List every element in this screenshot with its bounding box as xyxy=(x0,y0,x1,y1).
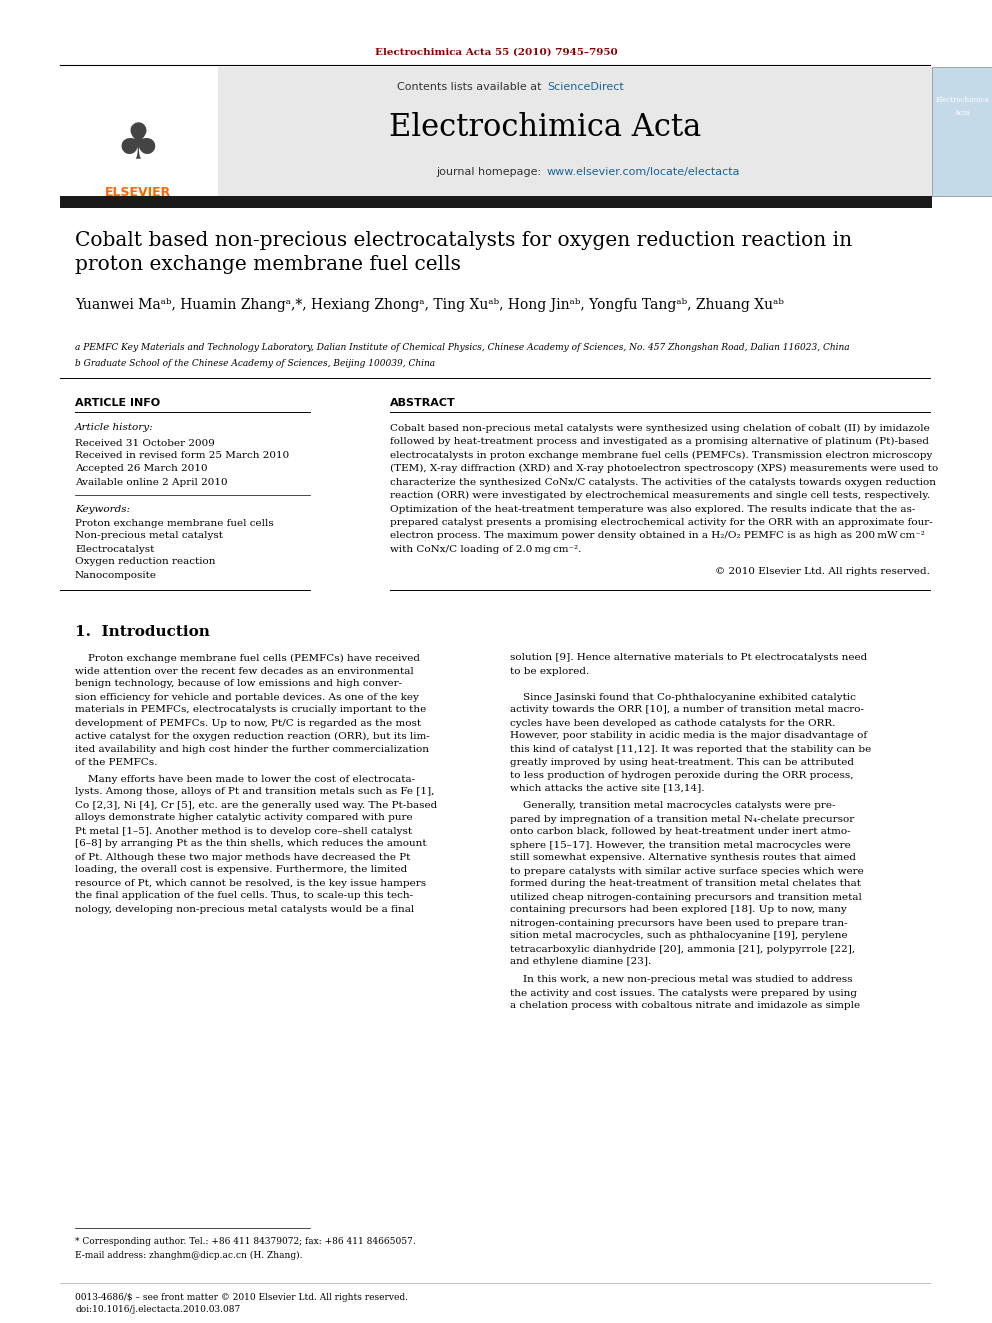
Text: Keywords:: Keywords: xyxy=(75,504,130,513)
Text: Electrocatalyst: Electrocatalyst xyxy=(75,545,155,553)
Text: © 2010 Elsevier Ltd. All rights reserved.: © 2010 Elsevier Ltd. All rights reserved… xyxy=(715,568,930,577)
Text: www.elsevier.com/locate/electacta: www.elsevier.com/locate/electacta xyxy=(547,167,740,177)
Text: still somewhat expensive. Alternative synthesis routes that aimed: still somewhat expensive. Alternative sy… xyxy=(510,853,856,863)
Text: Contents lists available at: Contents lists available at xyxy=(397,82,545,93)
Text: onto carbon black, followed by heat-treatment under inert atmo-: onto carbon black, followed by heat-trea… xyxy=(510,827,850,836)
Text: this kind of catalyst [11,12]. It was reported that the stability can be: this kind of catalyst [11,12]. It was re… xyxy=(510,745,871,754)
Text: Accepted 26 March 2010: Accepted 26 March 2010 xyxy=(75,464,207,474)
Text: 1.  Introduction: 1. Introduction xyxy=(75,624,210,639)
Text: solution [9]. Hence alternative materials to Pt electrocatalysts need: solution [9]. Hence alternative material… xyxy=(510,654,867,663)
Text: Non-precious metal catalyst: Non-precious metal catalyst xyxy=(75,532,223,541)
Text: activity towards the ORR [10], a number of transition metal macro-: activity towards the ORR [10], a number … xyxy=(510,705,864,714)
Text: proton exchange membrane fuel cells: proton exchange membrane fuel cells xyxy=(75,255,461,274)
Text: Electrochimica: Electrochimica xyxy=(935,97,989,105)
Text: alloys demonstrate higher catalytic activity compared with pure: alloys demonstrate higher catalytic acti… xyxy=(75,814,413,823)
Text: formed during the heat-treatment of transition metal chelates that: formed during the heat-treatment of tran… xyxy=(510,880,861,889)
Text: doi:10.1016/j.electacta.2010.03.087: doi:10.1016/j.electacta.2010.03.087 xyxy=(75,1306,240,1315)
Text: nitrogen-containing precursors have been used to prepare tran-: nitrogen-containing precursors have been… xyxy=(510,918,847,927)
Text: Article history:: Article history: xyxy=(75,423,154,433)
Text: wide attention over the recent few decades as an environmental: wide attention over the recent few decad… xyxy=(75,667,414,676)
Text: pared by impregnation of a transition metal N₄-chelate precursor: pared by impregnation of a transition me… xyxy=(510,815,854,823)
Text: Co [2,3], Ni [4], Cr [5], etc. are the generally used way. The Pt-based: Co [2,3], Ni [4], Cr [5], etc. are the g… xyxy=(75,800,437,810)
Text: nology, developing non-precious metal catalysts would be a final: nology, developing non-precious metal ca… xyxy=(75,905,415,913)
Text: journal homepage:: journal homepage: xyxy=(436,167,545,177)
Bar xyxy=(218,67,932,196)
Text: reaction (ORR) were investigated by electrochemical measurements and single cell: reaction (ORR) were investigated by elec… xyxy=(390,491,930,500)
Text: Proton exchange membrane fuel cells: Proton exchange membrane fuel cells xyxy=(75,519,274,528)
Text: Many efforts have been made to lower the cost of electrocata-: Many efforts have been made to lower the… xyxy=(75,774,415,783)
Text: resource of Pt, which cannot be resolved, is the key issue hampers: resource of Pt, which cannot be resolved… xyxy=(75,878,427,888)
Text: Cobalt based non-precious electrocatalysts for oxygen reduction reaction in: Cobalt based non-precious electrocatalys… xyxy=(75,230,852,250)
Text: Yuanwei Maᵃᵇ, Huamin Zhangᵃ,*, Hexiang Zhongᵃ, Ting Xuᵃᵇ, Hong Jinᵃᵇ, Yongfu Tan: Yuanwei Maᵃᵇ, Huamin Zhangᵃ,*, Hexiang Z… xyxy=(75,298,784,312)
Text: Since Jasinski found that Co-phthalocyanine exhibited catalytic: Since Jasinski found that Co-phthalocyan… xyxy=(510,692,856,701)
Bar xyxy=(932,67,992,196)
Text: 0013-4686/$ – see front matter © 2010 Elsevier Ltd. All rights reserved.: 0013-4686/$ – see front matter © 2010 El… xyxy=(75,1293,408,1302)
Text: sphere [15–17]. However, the transition metal macrocycles were: sphere [15–17]. However, the transition … xyxy=(510,840,851,849)
Text: a PEMFC Key Materials and Technology Laboratory, Dalian Institute of Chemical Ph: a PEMFC Key Materials and Technology Lab… xyxy=(75,344,849,352)
Text: containing precursors had been explored [18]. Up to now, many: containing precursors had been explored … xyxy=(510,905,847,914)
Text: Nanocomposite: Nanocomposite xyxy=(75,570,157,579)
Text: ited availability and high cost hinder the further commercialization: ited availability and high cost hinder t… xyxy=(75,745,429,754)
Text: ABSTRACT: ABSTRACT xyxy=(390,398,455,407)
Text: greatly improved by using heat-treatment. This can be attributed: greatly improved by using heat-treatment… xyxy=(510,758,854,766)
Text: ♣: ♣ xyxy=(115,120,161,169)
Text: to prepare catalysts with similar active surface species which were: to prepare catalysts with similar active… xyxy=(510,867,864,876)
Text: [6–8] by arranging Pt as the thin shells, which reduces the amount: [6–8] by arranging Pt as the thin shells… xyxy=(75,840,427,848)
Text: * Corresponding author. Tel.: +86 411 84379072; fax: +86 411 84665057.: * Corresponding author. Tel.: +86 411 84… xyxy=(75,1237,416,1246)
Text: with CoNx/C loading of 2.0 mg cm⁻².: with CoNx/C loading of 2.0 mg cm⁻². xyxy=(390,545,581,554)
Text: and ethylene diamine [23].: and ethylene diamine [23]. xyxy=(510,958,652,967)
Bar xyxy=(60,67,218,196)
Text: In this work, a new non-precious metal was studied to address: In this work, a new non-precious metal w… xyxy=(510,975,852,984)
Text: which attacks the active site [13,14].: which attacks the active site [13,14]. xyxy=(510,783,704,792)
Text: development of PEMFCs. Up to now, Pt/C is regarded as the most: development of PEMFCs. Up to now, Pt/C i… xyxy=(75,718,422,728)
Text: Oxygen reduction reaction: Oxygen reduction reaction xyxy=(75,557,215,566)
Text: However, poor stability in acidic media is the major disadvantage of: However, poor stability in acidic media … xyxy=(510,732,867,741)
Text: lysts. Among those, alloys of Pt and transition metals such as Fe [1],: lysts. Among those, alloys of Pt and tra… xyxy=(75,787,434,796)
Text: Electrochimica Acta 55 (2010) 7945–7950: Electrochimica Acta 55 (2010) 7945–7950 xyxy=(375,48,617,57)
Text: active catalyst for the oxygen reduction reaction (ORR), but its lim-: active catalyst for the oxygen reduction… xyxy=(75,732,430,741)
Text: b Graduate School of the Chinese Academy of Sciences, Beijing 100039, China: b Graduate School of the Chinese Academy… xyxy=(75,359,435,368)
Text: Received in revised form 25 March 2010: Received in revised form 25 March 2010 xyxy=(75,451,290,460)
Text: ARTICLE INFO: ARTICLE INFO xyxy=(75,398,160,407)
Text: Received 31 October 2009: Received 31 October 2009 xyxy=(75,438,215,447)
Text: Available online 2 April 2010: Available online 2 April 2010 xyxy=(75,478,227,487)
Text: Pt metal [1–5]. Another method is to develop core–shell catalyst: Pt metal [1–5]. Another method is to dev… xyxy=(75,827,412,836)
Text: of the PEMFCs.: of the PEMFCs. xyxy=(75,758,158,766)
Text: utilized cheap nitrogen-containing precursors and transition metal: utilized cheap nitrogen-containing precu… xyxy=(510,893,862,901)
Text: benign technology, because of low emissions and high conver-: benign technology, because of low emissi… xyxy=(75,680,402,688)
Text: of Pt. Although these two major methods have decreased the Pt: of Pt. Although these two major methods … xyxy=(75,852,411,861)
Text: prepared catalyst presents a promising electrochemical activity for the ORR with: prepared catalyst presents a promising e… xyxy=(390,519,932,527)
Text: materials in PEMFCs, electrocatalysts is crucially important to the: materials in PEMFCs, electrocatalysts is… xyxy=(75,705,427,714)
Text: ScienceDirect: ScienceDirect xyxy=(547,82,624,93)
Text: cycles have been developed as cathode catalysts for the ORR.: cycles have been developed as cathode ca… xyxy=(510,718,835,728)
Text: E-mail address: zhanghm@dicp.ac.cn (H. Zhang).: E-mail address: zhanghm@dicp.ac.cn (H. Z… xyxy=(75,1250,303,1259)
Text: Cobalt based non-precious metal catalysts were synthesized using chelation of co: Cobalt based non-precious metal catalyst… xyxy=(390,423,930,433)
Text: sion efficiency for vehicle and portable devices. As one of the key: sion efficiency for vehicle and portable… xyxy=(75,692,419,701)
Text: to less production of hydrogen peroxide during the ORR process,: to less production of hydrogen peroxide … xyxy=(510,770,853,779)
Text: Generally, transition metal macrocycles catalysts were pre-: Generally, transition metal macrocycles … xyxy=(510,802,835,811)
Text: loading, the overall cost is expensive. Furthermore, the limited: loading, the overall cost is expensive. … xyxy=(75,865,408,875)
Text: electron process. The maximum power density obtained in a H₂/O₂ PEMFC is as high: electron process. The maximum power dens… xyxy=(390,532,925,541)
Text: tetracarboxylic dianhydride [20], ammonia [21], polypyrrole [22],: tetracarboxylic dianhydride [20], ammoni… xyxy=(510,945,855,954)
Text: the final application of the fuel cells. Thus, to scale-up this tech-: the final application of the fuel cells.… xyxy=(75,892,413,901)
Text: a chelation process with cobaltous nitrate and imidazole as simple: a chelation process with cobaltous nitra… xyxy=(510,1002,860,1011)
Text: sition metal macrocycles, such as phthalocyanine [19], perylene: sition metal macrocycles, such as phthal… xyxy=(510,931,847,941)
Text: followed by heat-treatment process and investigated as a promising alternative o: followed by heat-treatment process and i… xyxy=(390,437,929,446)
Text: Optimization of the heat-treatment temperature was also explored. The results in: Optimization of the heat-treatment tempe… xyxy=(390,504,916,513)
Text: ELSEVIER: ELSEVIER xyxy=(105,185,172,198)
Text: electrocatalysts in proton exchange membrane fuel cells (PEMFCs). Transmission e: electrocatalysts in proton exchange memb… xyxy=(390,450,932,459)
Text: Acta: Acta xyxy=(954,108,970,116)
Text: (TEM), X-ray diffraction (XRD) and X-ray photoelectron spectroscopy (XPS) measur: (TEM), X-ray diffraction (XRD) and X-ray… xyxy=(390,464,938,474)
Bar xyxy=(60,196,932,208)
Text: Electrochimica Acta: Electrochimica Acta xyxy=(389,112,701,143)
Text: characterize the synthesized CoNx/C catalysts. The activities of the catalysts t: characterize the synthesized CoNx/C cata… xyxy=(390,478,936,487)
Text: the activity and cost issues. The catalysts were prepared by using: the activity and cost issues. The cataly… xyxy=(510,988,857,998)
Text: Proton exchange membrane fuel cells (PEMFCs) have received: Proton exchange membrane fuel cells (PEM… xyxy=(75,654,420,663)
Text: to be explored.: to be explored. xyxy=(510,667,589,676)
